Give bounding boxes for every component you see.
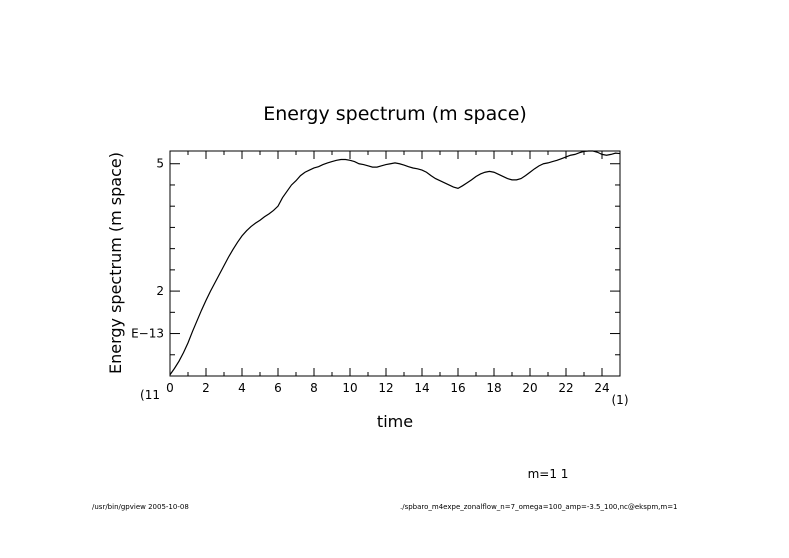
x-axis-ticks: 0 2 4 6 8 10 12 14 16 18 20 22 24: [166, 151, 610, 395]
x-tick-label-2: 4: [238, 381, 246, 395]
mode-label: m=1 1: [528, 467, 569, 481]
plot-frame: [169, 150, 621, 377]
x-axis-label: time: [377, 412, 413, 431]
energy-series-line: [169, 150, 621, 376]
x-tick-label-0: 0: [166, 381, 174, 395]
x-tick-label-7: 14: [414, 381, 429, 395]
footer-left-text: /usr/bin/gpview 2005-10-08: [92, 503, 189, 511]
x-tick-label-9: 18: [486, 381, 501, 395]
y-tick-label-2: 5: [156, 157, 164, 171]
chart-title: Energy spectrum (m space): [263, 103, 527, 125]
y-axis-label: Energy spectrum (m space): [106, 152, 125, 374]
y-tick-label-0: E−13: [131, 327, 164, 341]
x-tick-label-3: 6: [274, 381, 282, 395]
x-tick-label-8: 16: [450, 381, 465, 395]
x-tick-label-4: 8: [310, 381, 318, 395]
x-tick-label-12: 24: [594, 381, 609, 395]
y-tick-label-1: 2: [156, 284, 164, 298]
x-multiplier-label: (1): [612, 393, 629, 407]
footer-right-text: ./spbaro_m4expe_zonalflow_n=7_omega=100_…: [400, 503, 678, 511]
x-tick-label-11: 22: [558, 381, 573, 395]
x-tick-label-6: 12: [378, 381, 393, 395]
y-axis-ticks: E−13 2 5: [131, 157, 620, 356]
x-tick-label-5: 10: [342, 381, 357, 395]
x-tick-label-10: 20: [522, 381, 537, 395]
y-multiplier-label: (11: [140, 388, 160, 402]
x-tick-label-1: 2: [202, 381, 210, 395]
